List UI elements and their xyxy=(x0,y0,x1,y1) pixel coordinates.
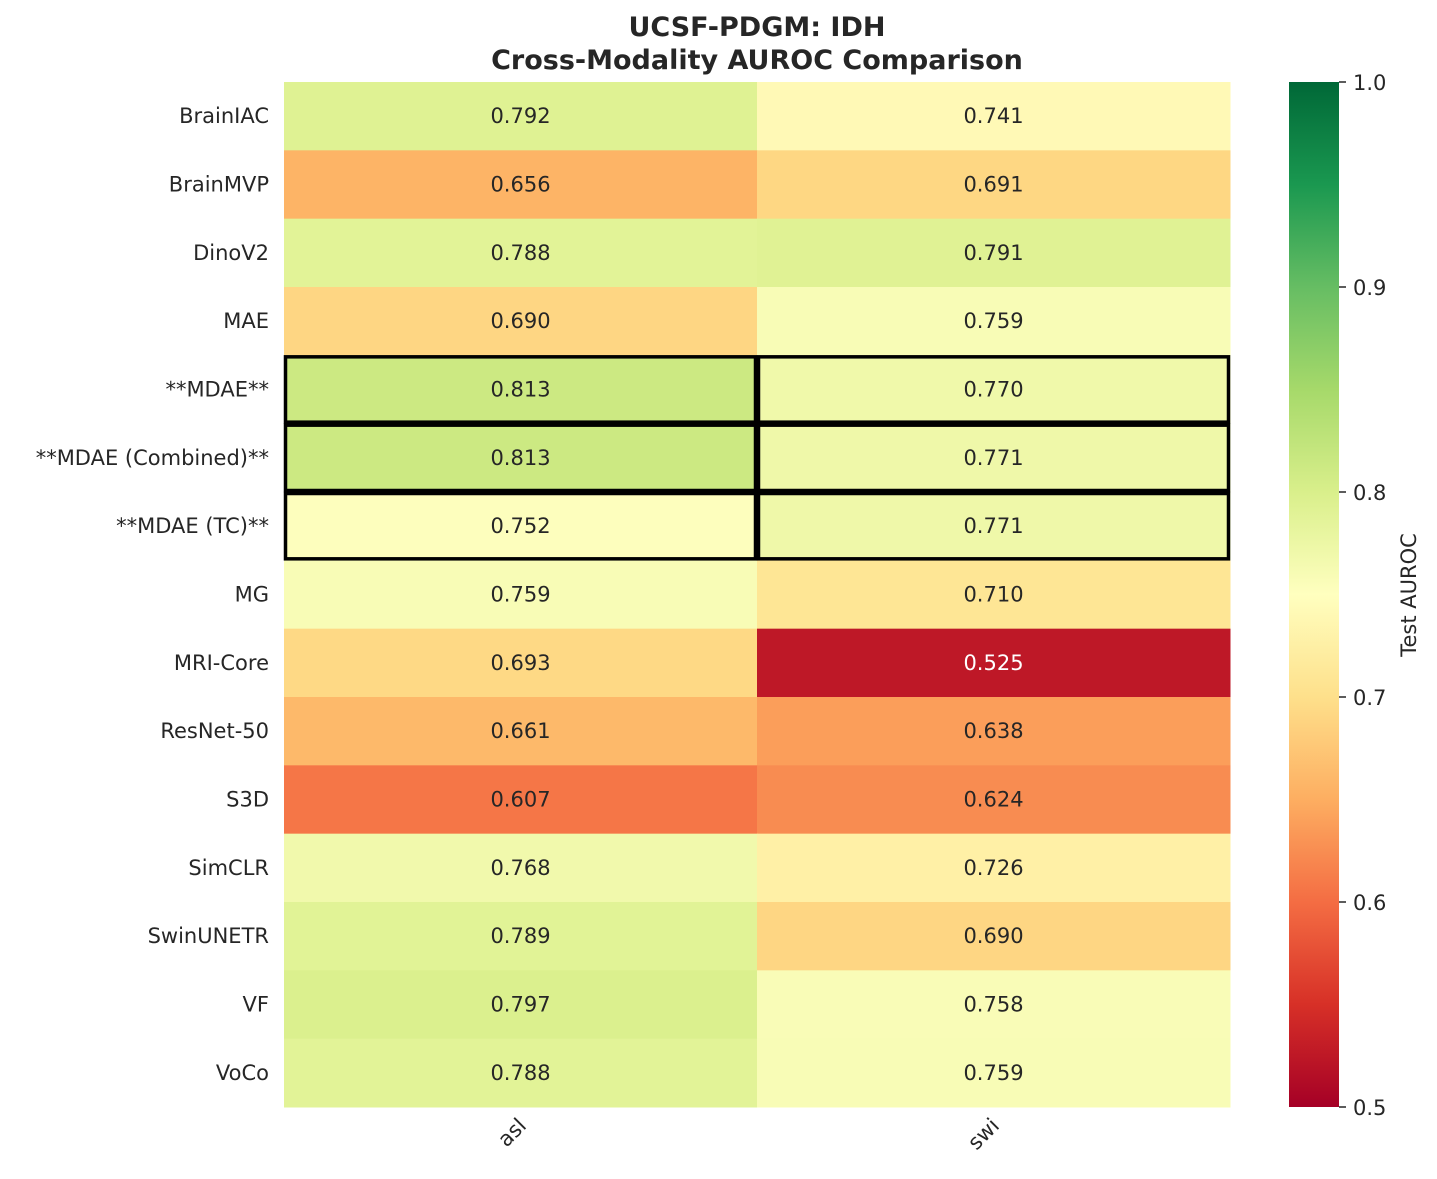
cell-value-label: 0.759 xyxy=(963,1061,1023,1085)
heatmap-cell xyxy=(284,492,758,561)
chart-title: UCSF-PDGM: IDH xyxy=(629,12,886,43)
colorbar-label: Test AUROC xyxy=(1397,533,1421,658)
cell-value-label: 0.710 xyxy=(963,583,1023,607)
heatmap-cell xyxy=(757,970,1231,1040)
cell-value-label: 0.788 xyxy=(490,1061,550,1085)
heatmap-cell xyxy=(284,423,758,493)
heatmap-cell xyxy=(284,218,758,288)
row-label: **MDAE (TC)** xyxy=(116,514,269,538)
cell-value-label: 0.813 xyxy=(490,446,550,470)
row-label: VF xyxy=(243,993,269,1017)
colorbar-ticks: 0.5 0.6 0.7 0.8 0.9 1.0 xyxy=(1339,71,1386,1120)
heatmap-cell xyxy=(284,355,758,425)
cell-value-label: 0.759 xyxy=(963,309,1023,333)
cell-value-label: 0.759 xyxy=(490,583,550,607)
heatmap-cell xyxy=(757,902,1231,971)
cell-value-label: 0.690 xyxy=(490,309,550,333)
heatmap-cell xyxy=(757,833,1231,903)
cell-value-label: 0.789 xyxy=(490,924,550,948)
cell-value-label: 0.690 xyxy=(963,924,1023,948)
heatmap-cell xyxy=(757,355,1231,425)
row-label: S3D xyxy=(226,788,269,812)
heatmap-cell xyxy=(757,1038,1231,1108)
cell-value-label: 0.624 xyxy=(963,788,1023,812)
cell-value-label: 0.752 xyxy=(490,514,550,538)
heatmap-cell xyxy=(284,1038,758,1108)
cell-value-label: 0.792 xyxy=(490,104,550,128)
cell-value-label: 0.691 xyxy=(963,173,1023,197)
heatmap-cells: 0.792 0.741 0.656 0.691 0.788 0.791 0.690 0.759… xyxy=(284,82,1231,1108)
heatmap-cell xyxy=(757,218,1231,288)
row-label: BrainMVP xyxy=(169,173,269,197)
heatmap-cell xyxy=(284,970,758,1040)
row-label: MAE xyxy=(223,309,269,333)
row-label: MRI-Core xyxy=(174,651,269,675)
cell-value-label: 0.771 xyxy=(963,514,1023,538)
colorbar-tick-label: 0.6 xyxy=(1353,891,1386,915)
heatmap-cell xyxy=(284,765,758,835)
highlight-border xyxy=(756,491,1231,561)
column-label: asl xyxy=(493,1114,531,1152)
heatmap-cell xyxy=(757,628,1231,698)
cell-value-label: 0.661 xyxy=(490,719,550,743)
chart-subtitle: Cross-Modality AUROC Comparison xyxy=(491,45,1023,76)
row-labels: BrainIAC BrainMVP DinoV2 MAE **MDAE** **MDAE … xyxy=(36,104,269,1085)
heatmap-cell xyxy=(757,765,1231,835)
heatmap-cell xyxy=(284,560,758,630)
cell-value-label: 0.726 xyxy=(963,856,1023,880)
highlight-border xyxy=(283,423,758,493)
cell-value-label: 0.758 xyxy=(963,993,1023,1017)
row-label: DinoV2 xyxy=(193,241,269,265)
highlight-border xyxy=(756,355,1231,424)
colorbar-tick-label: 0.8 xyxy=(1353,481,1386,505)
cell-value-label: 0.813 xyxy=(490,378,550,402)
row-label: SwinUNETR xyxy=(148,924,269,948)
heatmap-cell xyxy=(757,82,1231,151)
heatmap-cell xyxy=(284,902,758,971)
cell-value-label: 0.656 xyxy=(490,173,550,197)
colorbar-tick-label: 0.7 xyxy=(1353,686,1386,710)
heatmap-cell xyxy=(757,560,1231,630)
cell-value-label: 0.741 xyxy=(963,104,1023,128)
column-labels: asl swi xyxy=(493,1114,1004,1155)
column-label: swi xyxy=(963,1114,1004,1155)
heatmap-cell xyxy=(757,492,1231,561)
cell-value-label: 0.525 xyxy=(963,651,1023,675)
heatmap-cell xyxy=(757,423,1231,493)
cell-value-label: 0.791 xyxy=(963,241,1023,265)
heatmap-cell xyxy=(284,833,758,903)
row-label: **MDAE (Combined)** xyxy=(36,446,269,470)
cell-value-label: 0.693 xyxy=(490,651,550,675)
heatmap-cell xyxy=(284,697,758,766)
cell-value-label: 0.607 xyxy=(490,788,550,812)
highlight-borders xyxy=(283,355,1231,561)
heatmap-cell xyxy=(284,150,758,220)
row-label: SimCLR xyxy=(188,856,269,880)
colorbar-tick-label: 0.9 xyxy=(1353,276,1386,300)
colorbar xyxy=(1289,82,1339,1107)
heatmap-cell xyxy=(284,82,758,151)
colorbar-tick-label: 1.0 xyxy=(1353,71,1386,95)
cell-value-label: 0.797 xyxy=(490,993,550,1017)
highlight-border xyxy=(283,355,758,424)
heatmap-cell xyxy=(284,628,758,698)
cell-value-label: 0.770 xyxy=(963,378,1023,402)
cell-value-label: 0.638 xyxy=(963,719,1023,743)
row-label: BrainIAC xyxy=(179,104,269,128)
cell-value-label: 0.768 xyxy=(490,856,550,880)
cell-value-label: 0.771 xyxy=(963,446,1023,470)
heatmap-cell xyxy=(284,287,758,356)
row-label: ResNet-50 xyxy=(160,719,269,743)
colorbar-tick-label: 0.5 xyxy=(1353,1096,1386,1120)
highlight-border xyxy=(756,423,1231,493)
heatmap-cell xyxy=(757,287,1231,356)
highlight-border xyxy=(283,491,758,561)
row-label: MG xyxy=(235,583,269,607)
cell-value-label: 0.788 xyxy=(490,241,550,265)
heatmap-cell xyxy=(757,150,1231,220)
row-label: **MDAE** xyxy=(165,378,269,402)
row-label: VoCo xyxy=(216,1061,269,1085)
heatmap-cell xyxy=(757,697,1231,766)
